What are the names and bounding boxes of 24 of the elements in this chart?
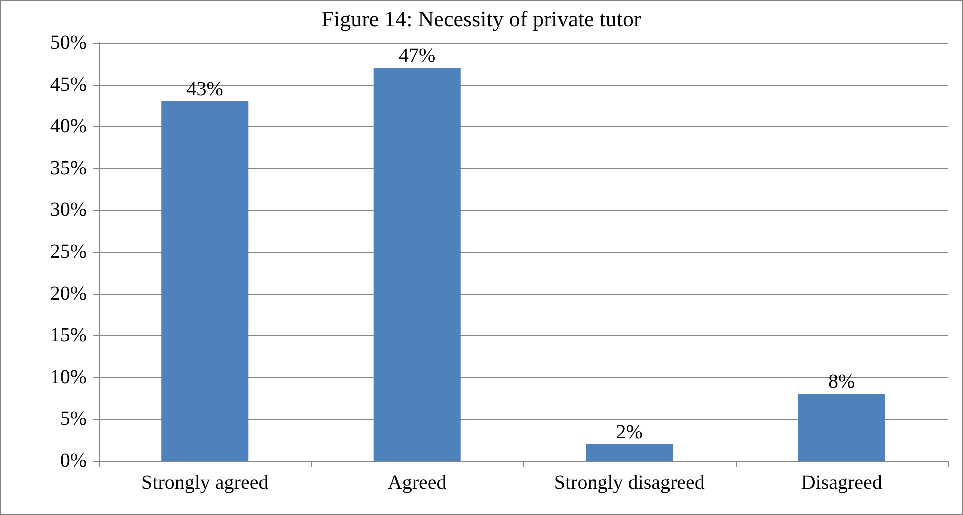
- x-tick-label: Strongly agreed: [142, 472, 269, 494]
- data-label: 2%: [616, 421, 643, 444]
- y-tick-label: 30%: [50, 199, 87, 222]
- data-label: 8%: [828, 371, 856, 394]
- data-label: 43%: [186, 78, 224, 101]
- x-tick-label: Strongly disagreed: [554, 472, 705, 494]
- y-tick-label: 50%: [50, 32, 87, 54]
- bar: [162, 102, 249, 461]
- bar: [374, 68, 461, 461]
- y-tick-label: 10%: [50, 366, 87, 388]
- y-tick-label: 25%: [50, 241, 87, 263]
- y-tick-label: 15%: [50, 324, 87, 347]
- y-tick-label: 35%: [50, 157, 87, 180]
- y-tick-label: 40%: [50, 116, 87, 138]
- x-tick-label: Disagreed: [801, 472, 882, 494]
- y-tick-label: 20%: [50, 282, 87, 305]
- y-tick-label: 45%: [50, 74, 87, 96]
- data-label: 47%: [399, 45, 436, 68]
- y-tick-label: 5%: [60, 408, 87, 430]
- bar: [586, 444, 674, 461]
- bar: [798, 394, 886, 461]
- y-tick-label: 0%: [60, 450, 87, 472]
- chart-title: Figure 14: Necessity of private tutor: [322, 6, 642, 32]
- x-tick-label: Agreed: [388, 472, 447, 494]
